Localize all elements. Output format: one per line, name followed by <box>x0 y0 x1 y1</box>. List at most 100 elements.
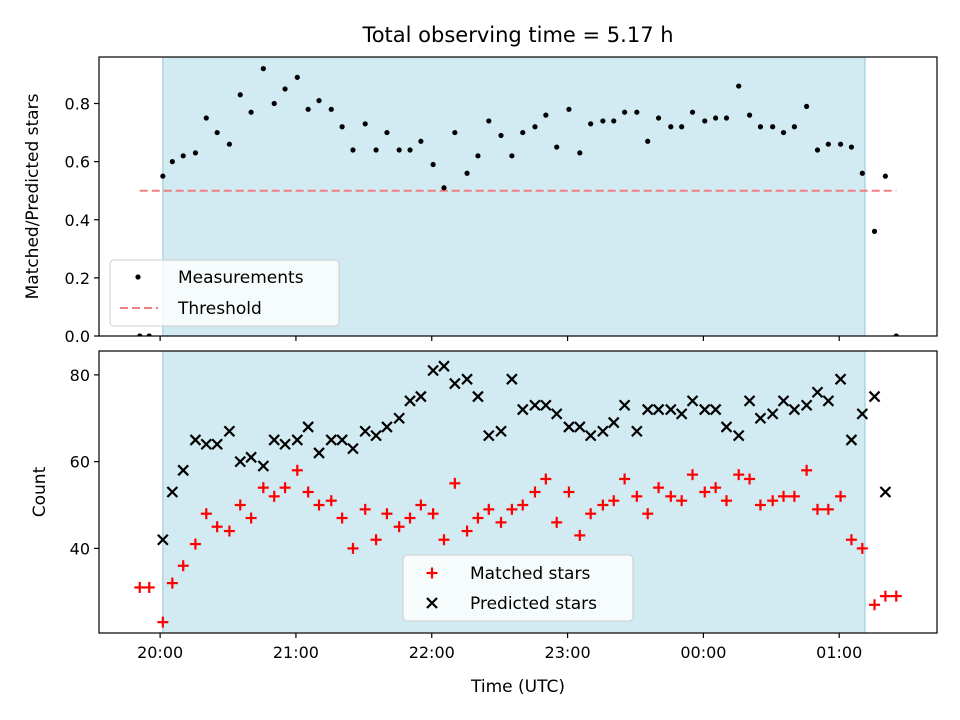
matched-stars-point <box>223 525 235 537</box>
matched-stars-point <box>890 590 902 602</box>
predicted-stars-point <box>291 434 304 446</box>
measurement-point <box>418 138 424 144</box>
y-tick-label: 0.4 <box>65 211 90 230</box>
count-y-ticks: 40 60 80 <box>70 366 99 558</box>
x-tick-label: 00:00 <box>680 643 726 662</box>
predicted-stars-point <box>665 403 677 416</box>
matched-stars-point <box>744 473 756 485</box>
predicted-stars-point <box>868 390 881 403</box>
matched-stars-point <box>619 473 631 485</box>
predicted-stars-point <box>257 460 270 472</box>
predicted-stars-point <box>381 421 393 433</box>
measurement-point <box>791 124 797 130</box>
predicted-stars-point <box>834 373 847 385</box>
x-axis-label: Time (UTC) <box>470 677 565 697</box>
predicted-stars-point <box>618 399 631 412</box>
predicted-stars-point <box>166 486 179 498</box>
measurement-point <box>780 129 787 136</box>
x-tick: 22:00 <box>409 633 455 662</box>
legend-box <box>402 554 634 622</box>
measurement-point <box>566 106 572 112</box>
matched-stars-point <box>166 577 178 589</box>
measurement-point <box>271 100 277 107</box>
matched-stars-point <box>517 499 529 511</box>
ratio-panel-frame <box>98 56 938 337</box>
measurement-point <box>180 153 186 159</box>
matched-stars-point <box>291 464 303 476</box>
matched-stars-point <box>665 490 677 502</box>
matched-stars-point <box>788 490 800 502</box>
measurement-point <box>226 141 232 147</box>
measurement-point <box>746 112 753 118</box>
matched-stars-point <box>720 495 732 507</box>
measurement-point <box>486 118 492 124</box>
matched-stars-point <box>879 590 891 602</box>
measurement-point <box>248 109 254 115</box>
measurement-point <box>689 109 696 115</box>
matched-stars-point <box>869 599 881 611</box>
measurement-point <box>520 129 526 136</box>
matched-stars-point <box>177 560 189 572</box>
matched-stars-point <box>597 499 609 511</box>
measurement-point <box>362 121 368 127</box>
measurement-point <box>859 170 865 176</box>
measurement-point <box>237 92 243 98</box>
measurement-point <box>203 115 209 121</box>
matched-stars-point <box>189 538 201 550</box>
count-panel: 40 60 80 20:00 21:00 22:00 23:00 00:00 01:00 Co… <box>30 350 938 662</box>
x-tick-label: 22:00 <box>409 643 455 662</box>
ratio-legend: Measurements Threshold <box>109 259 340 327</box>
y-tick-label: 40 <box>70 539 90 558</box>
matched-stars-point <box>801 464 813 476</box>
predicted-stars-point <box>189 434 202 446</box>
predicted-stars-point <box>461 373 473 385</box>
matched-stars-point <box>687 469 699 481</box>
y-tick: 40 <box>70 539 99 558</box>
matched-stars-point <box>563 486 575 498</box>
y-tick: 80 <box>70 366 99 385</box>
matched-stars-point <box>767 495 779 507</box>
ratio-y-ticks: 0.0 0.2 0.4 0.6 0.8 <box>65 95 99 346</box>
measurement-point <box>622 109 628 115</box>
measurement-point <box>305 106 311 112</box>
matched-stars-point <box>495 516 507 528</box>
predicted-stars-point <box>709 403 722 416</box>
y-tick: 0.8 <box>65 95 99 114</box>
measurement-point <box>655 115 662 121</box>
predicted-stars-point <box>811 386 824 398</box>
predicted-stars-point <box>529 399 541 412</box>
predicted-stars-point <box>325 434 338 446</box>
predicted-stars-point <box>223 425 236 438</box>
predicted-stars-point <box>800 399 813 412</box>
predicted-stars-point <box>607 416 620 429</box>
matched-stars-point <box>427 508 439 520</box>
y-tick-label: 80 <box>70 366 90 385</box>
y-tick: 0.2 <box>65 269 99 288</box>
matched-stars-point <box>506 503 518 515</box>
count-y-axis-label: Count <box>30 466 50 517</box>
predicted-stars-point <box>211 438 223 451</box>
matched-stars-point <box>733 469 745 481</box>
predicted-stars-point <box>597 425 609 438</box>
matched-stars-point <box>699 486 711 498</box>
legend-matched-label: Matched stars <box>470 564 590 584</box>
measurement-point <box>430 161 436 168</box>
y-tick-label: 0.6 <box>65 153 90 172</box>
predicted-stars-point <box>404 395 416 407</box>
measurement-point <box>600 118 606 124</box>
matched-stars-point <box>472 512 484 524</box>
matched-stars-point <box>461 525 473 537</box>
predicted-stars-point <box>675 408 688 420</box>
predicted-stars-point <box>574 421 586 433</box>
predicted-stars-point <box>506 373 518 385</box>
x-tick-label: 21:00 <box>273 643 319 662</box>
matched-stars-point <box>336 512 348 524</box>
measurement-point <box>294 74 300 80</box>
measurement-point <box>736 83 742 89</box>
matched-stars-point <box>245 512 257 524</box>
measurement-point <box>668 124 674 130</box>
measurement-point <box>384 129 390 136</box>
measurement-point <box>645 138 651 144</box>
matched-stars-point <box>393 521 405 533</box>
matched-stars-point <box>370 534 382 546</box>
